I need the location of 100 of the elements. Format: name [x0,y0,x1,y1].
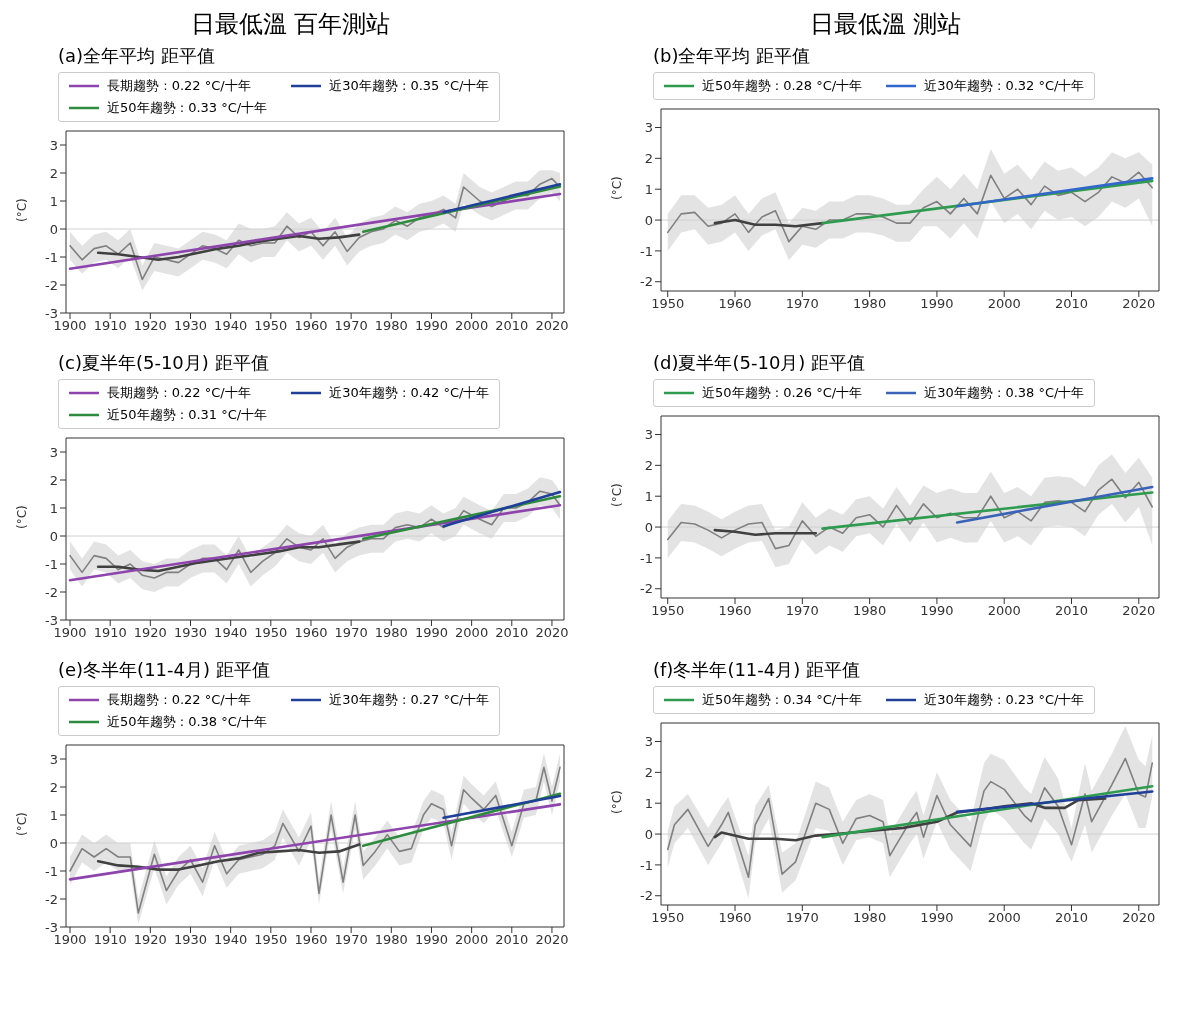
y-tick-label: -2 [45,277,58,293]
x-tick-label: 1980 [853,603,887,619]
legend-label: 近50年趨勢 : 0.28 °C/十年 [702,77,863,95]
y-tick-label: -3 [45,612,58,628]
x-tick-label: 1920 [133,625,167,641]
y-axis-title: (°C) [15,812,30,836]
legend-label: 長期趨勢 : 0.22 °C/十年 [107,77,251,95]
y-tick-label: -1 [45,556,58,572]
x-tick-label: 1960 [294,932,328,948]
x-tick-label: 1980 [853,296,887,312]
y-tick-label: -1 [640,243,653,259]
x-tick-label: 1960 [718,603,752,619]
x-tick-label: 1990 [414,932,449,948]
y-tick-label: -2 [640,888,653,904]
y-tick-label: 1 [49,807,58,823]
x-tick-label: 1910 [93,625,127,641]
y-tick-label: 1 [644,181,653,197]
x-tick-label: 1990 [414,318,449,334]
y-tick-label: 1 [644,795,653,811]
x-tick-label: 1900 [53,318,87,334]
chart-title: (c)夏半年(5-10月) 距平值 [58,351,270,375]
y-tick-label: -2 [640,581,653,597]
x-tick-label: 1970 [334,318,368,334]
x-tick-label: 1970 [334,932,368,948]
y-tick-label: -1 [640,550,653,566]
line-series [666,478,1154,550]
x-tick-label: 1910 [93,318,127,334]
chart-title: (b)全年平均 距平值 [653,44,812,68]
chart-title: (d)夏半年(5-10月) 距平值 [653,351,867,375]
legend-label: 長期趨勢 : 0.22 °C/十年 [107,384,251,402]
x-tick-label: 2010 [495,625,529,641]
x-tick-label: 1950 [651,296,685,312]
x-tick-label: 1980 [374,625,408,641]
x-tick-label: 2010 [495,932,529,948]
x-tick-label: 1980 [374,932,408,948]
line-series [96,540,361,573]
y-tick-label: 3 [49,444,58,460]
legend-label: 近30年趨勢 : 0.32 °C/十年 [924,77,1085,95]
y-tick-label: -3 [45,305,58,321]
x-tick-label: 2000 [987,603,1021,619]
legend-label: 近30年趨勢 : 0.27 °C/十年 [329,691,490,709]
x-tick-label: 1940 [214,932,248,948]
x-tick-label: 1940 [214,625,248,641]
x-tick-label: 1980 [374,318,408,334]
y-tick-label: -1 [45,863,58,879]
x-tick-label: 1990 [920,603,954,619]
y-tick-label: 2 [644,457,653,473]
y-axis-title: (°C) [15,198,30,222]
x-tick-label: 1970 [785,910,819,926]
y-axis-title: (°C) [610,176,625,200]
x-tick-label: 1950 [254,932,288,948]
y-tick-label: 2 [49,779,58,795]
y-tick-label: 2 [644,764,653,780]
legend-label: 近30年趨勢 : 0.42 °C/十年 [329,384,490,402]
x-tick-label: 1910 [93,932,127,948]
x-tick-label: 1950 [651,910,685,926]
x-tick-label: 1970 [785,296,819,312]
x-tick-label: 2020 [1122,296,1156,312]
x-tick-label: 1960 [718,910,752,926]
x-tick-label: 1990 [920,910,954,926]
line-series [666,757,1154,879]
x-tick-label: 2010 [495,318,529,334]
x-tick-label: 1950 [651,603,685,619]
y-tick-label: 0 [644,519,653,535]
y-tick-label: -3 [45,919,58,935]
y-tick-label: 0 [49,221,58,237]
chart-title: (e)冬半年(11-4月) 距平值 [58,658,271,682]
y-tick-label: -1 [45,249,58,265]
x-tick-label: 2000 [455,932,489,948]
x-tick-label: 1960 [294,318,328,334]
x-tick-label: 2010 [1054,603,1089,619]
legend-label: 近50年趨勢 : 0.26 °C/十年 [702,384,863,402]
x-tick-label: 2000 [455,625,489,641]
x-tick-label: 1960 [294,625,328,641]
y-tick-label: 1 [644,488,653,504]
x-tick-label: 1970 [334,625,368,641]
x-tick-label: 1940 [214,318,248,334]
y-axis-title: (°C) [15,505,30,529]
x-tick-label: 1920 [133,318,167,334]
x-tick-label: 1930 [173,932,208,948]
legend-label: 近50年趨勢 : 0.38 °C/十年 [107,713,268,731]
y-tick-label: 0 [644,826,653,842]
chart-title: (f)冬半年(11-4月) 距平值 [653,658,861,682]
x-tick-label: 1930 [173,318,208,334]
x-tick-label: 2020 [535,625,569,641]
y-axis-title: (°C) [610,790,625,814]
legend-label: 近30年趨勢 : 0.38 °C/十年 [924,384,1085,402]
y-tick-label: 3 [49,137,58,153]
y-tick-label: -2 [45,584,58,600]
x-tick-label: 1990 [920,296,954,312]
x-tick-label: 2020 [535,318,569,334]
y-tick-label: 2 [49,165,58,181]
line-series [96,843,361,871]
y-tick-label: 1 [49,500,58,516]
y-tick-label: -2 [45,891,58,907]
text: 日最低溫 百年測站 [189,9,392,40]
legend-label: 長期趨勢 : 0.22 °C/十年 [107,691,251,709]
line-series [666,171,1154,243]
x-tick-label: 2010 [1054,910,1089,926]
y-tick-label: 3 [644,427,653,443]
